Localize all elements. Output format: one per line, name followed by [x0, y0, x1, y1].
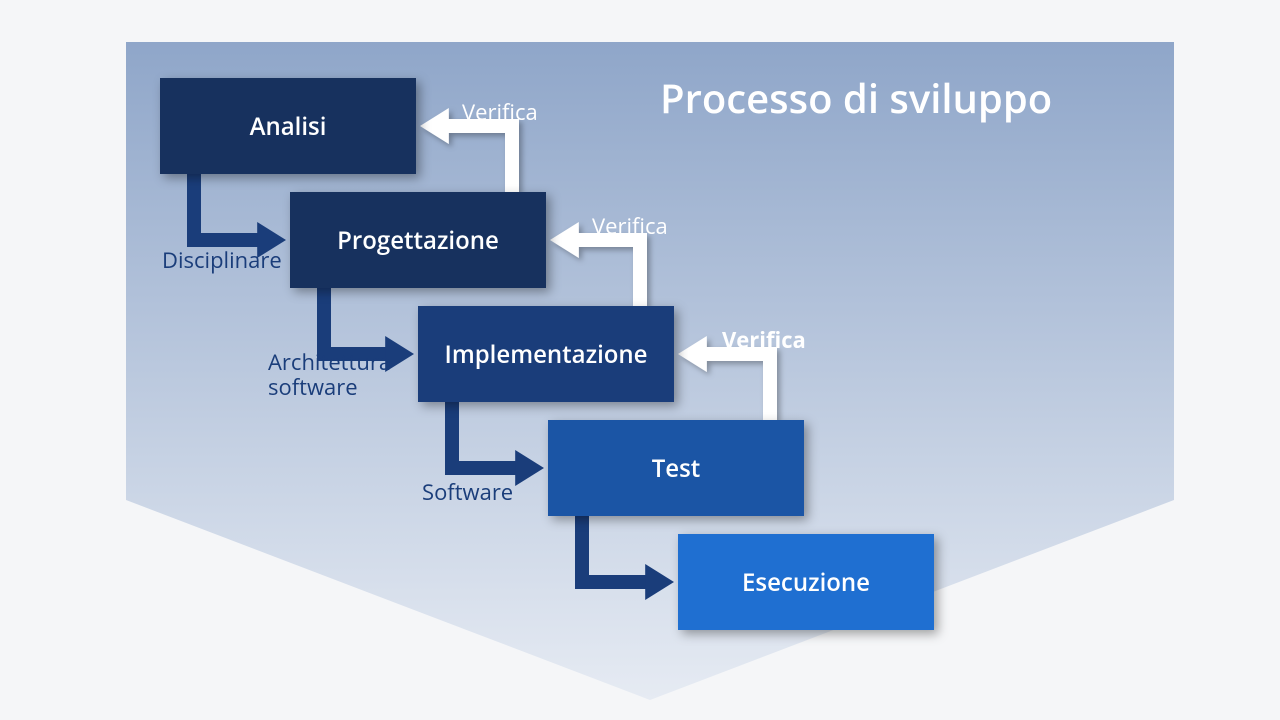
forward-label-0: Disciplinare: [162, 248, 282, 273]
stage-esecuzione: Esecuzione: [678, 534, 934, 630]
stage-implementazione: Implementazione: [418, 306, 674, 402]
back-label-2: Verifica: [722, 328, 806, 353]
forward-label-1: Architettura software: [268, 350, 391, 401]
stage-analisi: Analisi: [160, 78, 416, 174]
slide-root: Processo di sviluppo Analisi Progettazion…: [0, 0, 1280, 720]
stage-test: Test: [548, 420, 804, 516]
back-label-1: Verifica: [592, 214, 668, 239]
diagram-title: Processo di sviluppo: [660, 70, 1052, 125]
forward-label-2: Software: [422, 480, 513, 505]
back-label-0: Verifica: [462, 100, 538, 125]
stage-progettazione: Progettazione: [290, 192, 546, 288]
